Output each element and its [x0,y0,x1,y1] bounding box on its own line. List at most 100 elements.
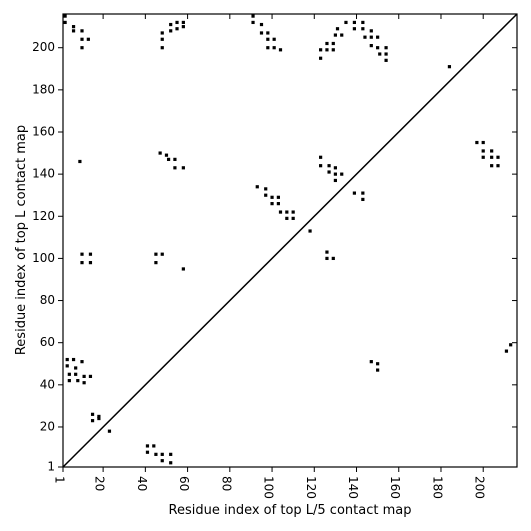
contact-point [376,362,380,366]
contact-point [160,459,164,463]
contact-point [325,41,329,46]
contact-point [291,216,295,220]
contact-point [74,366,78,370]
contact-point [331,48,335,52]
contact-point [80,360,84,364]
contact-point [333,172,337,176]
contact-point [344,20,348,25]
contact-point [490,149,494,153]
contact-point [319,48,323,52]
contact-point [76,379,80,383]
contact-point [154,261,158,265]
contact-point [376,368,380,372]
contact-point [67,379,71,383]
contact-point [270,195,274,199]
contact-point [169,22,173,27]
contact-point [272,46,276,50]
contact-point [251,14,255,18]
y-tick-label: 200 [32,40,55,54]
y-tick-label: 80 [40,293,55,307]
contact-point [88,374,93,378]
contact-point [272,37,276,41]
contact-point [107,429,112,433]
contact-point [308,229,312,233]
contact-point [259,31,264,35]
contact-point [67,372,71,376]
x-tick-label: 140 [346,476,360,499]
contact-point [90,419,95,423]
contact-point [481,149,485,153]
contact-point [291,210,295,214]
contact-point [340,172,344,176]
y-tick-label: 20 [40,419,55,433]
contact-point [276,202,280,206]
contact-point [82,374,86,378]
contact-point [481,140,485,145]
contact-point [335,27,340,31]
contact-point [145,444,150,448]
x-tick-label: 1 [53,476,67,484]
contact-point [490,155,494,159]
contact-point [266,37,270,41]
contact-point [164,153,169,157]
contact-point [352,27,357,31]
contact-point [71,25,76,29]
contact-point [278,210,283,214]
contact-point [169,461,173,465]
contact-point [325,48,329,52]
contact-point [175,27,179,31]
y-tick-label: 40 [40,377,55,391]
contact-point [158,151,162,155]
contact-point [363,35,367,39]
contact-point [166,157,171,161]
contact-point [169,29,173,33]
x-tick-label: 60 [177,476,191,491]
contact-point [63,14,67,18]
contact-point [285,216,289,220]
contact-point [319,155,323,159]
contact-point [65,364,69,368]
contact-point [384,52,388,56]
x-tick-label: 120 [304,476,318,499]
contact-point [80,261,84,265]
contact-point [90,412,95,416]
diagonal-line [62,13,518,468]
x-tick-label: 40 [135,476,149,491]
contact-point [325,250,329,254]
contact-point [496,164,500,168]
contact-point [361,191,365,195]
contact-point [276,195,280,199]
contact-point [490,164,494,168]
contact-point [145,450,150,454]
contact-point [378,52,382,56]
contact-point [331,256,335,261]
contact-point [63,20,67,25]
contact-point [481,155,485,159]
contact-point [97,416,101,421]
contact-point [160,452,164,456]
contact-point [325,256,329,261]
x-tick-label: 180 [430,476,444,499]
contact-point [80,46,84,50]
x-tick-label: 200 [473,476,487,499]
contact-point [369,360,373,364]
contact-point [78,159,82,164]
contact-point [160,252,164,256]
contact-point [86,37,90,41]
contact-point [255,185,259,189]
y-tick-label: 180 [32,82,55,96]
contact-point [327,170,331,174]
contact-point [447,65,452,69]
contact-point [333,166,337,170]
contact-point [181,267,185,271]
contact-point [175,20,179,25]
contact-point [333,33,337,37]
contact-point [384,58,388,62]
contact-point [270,202,274,206]
contact-point [169,452,173,456]
contact-point [266,31,270,35]
contact-point [369,29,373,33]
contact-point [251,20,255,25]
contact-point [496,155,500,159]
y-tick-label: 1 [47,460,55,474]
